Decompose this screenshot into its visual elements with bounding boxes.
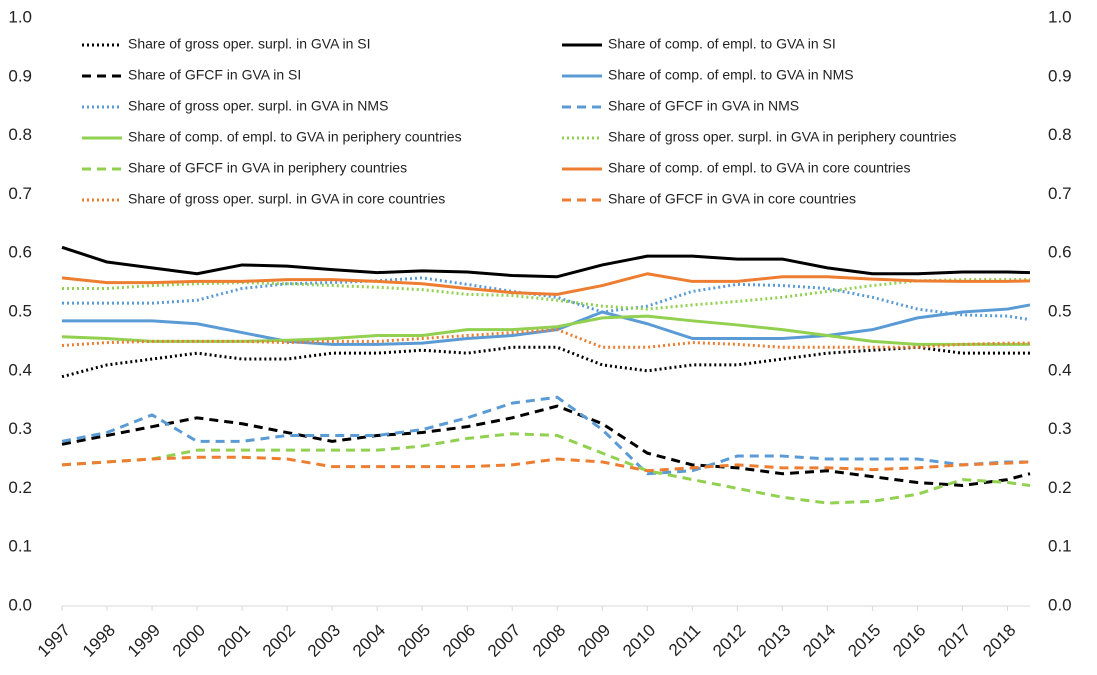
x-tick-label: 2005 (394, 621, 434, 661)
x-tick-label: 2003 (304, 621, 344, 661)
y-tick-label: 0.4 (8, 360, 32, 379)
x-tick-label: 2018 (979, 621, 1019, 661)
series-line (61, 455, 1031, 473)
x-tick-label: 2013 (754, 621, 794, 661)
legend-label: Share of GFCF in GVA in SI (128, 67, 301, 83)
x-tick-label: 2002 (259, 621, 299, 661)
x-tick-label: 2012 (709, 621, 749, 661)
series-line (62, 276, 1031, 322)
y-tick-label: 0.5 (8, 301, 32, 320)
y-tick-label: 0.2 (8, 478, 32, 497)
x-tick-label: 1999 (124, 621, 164, 661)
y2-tick-label: 0.2 (1048, 478, 1072, 497)
x-tick-label: 2011 (665, 621, 704, 660)
x-tick-label: 2014 (799, 621, 839, 661)
legend-label: Share of GFCF in GVA in NMS (608, 98, 799, 114)
y2-tick-label: 0.0 (1048, 595, 1072, 614)
x-tick-label: 2015 (844, 621, 884, 661)
legend-label: Share of GFCF in GVA in periphery countr… (128, 160, 407, 176)
x-tick-label: 2007 (484, 621, 524, 661)
legend-label: Share of comp. of empl. to GVA in SI (608, 36, 836, 52)
x-tick-label: 2001 (214, 621, 254, 661)
series-line (61, 328, 1030, 349)
legend-label: Share of comp. of empl. to GVA in NMS (608, 67, 854, 83)
legend-label: Share of gross oper. surpl. in GVA in NM… (128, 98, 388, 114)
y-tick-label: 0.3 (8, 419, 32, 438)
legend-label: Share of comp. of empl. to GVA in core c… (608, 160, 910, 176)
y2-tick-label: 0.5 (1048, 301, 1072, 320)
y2-tick-label: 0.4 (1048, 360, 1072, 379)
legend-label: Share of gross oper. surpl. in GVA in SI (128, 36, 371, 52)
y-tick-label: 0.9 (8, 66, 32, 85)
y-tick-label: 0.1 (8, 537, 32, 556)
series-line (61, 432, 1031, 505)
y2-tick-label: 0.8 (1048, 125, 1072, 144)
y2-tick-label: 0.3 (1048, 419, 1072, 438)
y-tick-label: 0.0 (8, 595, 32, 614)
y2-tick-label: 0.9 (1048, 66, 1072, 85)
series-line (61, 404, 1031, 487)
legend-label: Share of gross oper. surpl. in GVA in pe… (608, 129, 956, 145)
y-tick-label: 1.0 (8, 7, 32, 26)
x-tick-label: 2008 (529, 621, 569, 661)
x-tick-label: 1998 (79, 621, 119, 661)
series-line (62, 278, 1030, 311)
legend-label: Share of comp. of empl. to GVA in periph… (128, 129, 462, 145)
series-line (61, 345, 1030, 379)
x-tick-label: 2000 (169, 621, 209, 661)
y-tick-label: 0.6 (8, 243, 32, 262)
y2-tick-label: 1.0 (1048, 7, 1072, 26)
y-tick-label: 0.8 (8, 125, 32, 144)
x-tick-label: 2010 (619, 621, 659, 661)
x-tick-label: 2016 (889, 621, 929, 661)
series-line (61, 395, 1030, 476)
series-line (61, 245, 1031, 279)
y2-tick-label: 0.7 (1048, 184, 1072, 203)
x-tick-label: 2009 (574, 621, 614, 661)
x-tick-label: 1997 (34, 621, 74, 661)
x-tick-label: 2017 (934, 621, 974, 661)
y2-tick-label: 0.1 (1048, 537, 1072, 556)
y2-tick-label: 0.6 (1048, 243, 1072, 262)
x-tick-label: 2006 (439, 621, 479, 661)
y-tick-label: 0.7 (8, 184, 32, 203)
series-line (61, 272, 1031, 296)
legend-label: Share of gross oper. surpl. in GVA in co… (128, 191, 445, 207)
series-line (62, 303, 1031, 346)
x-tick-label: 2004 (349, 621, 389, 661)
legend-label: Share of GFCF in GVA in core countries (608, 191, 856, 207)
